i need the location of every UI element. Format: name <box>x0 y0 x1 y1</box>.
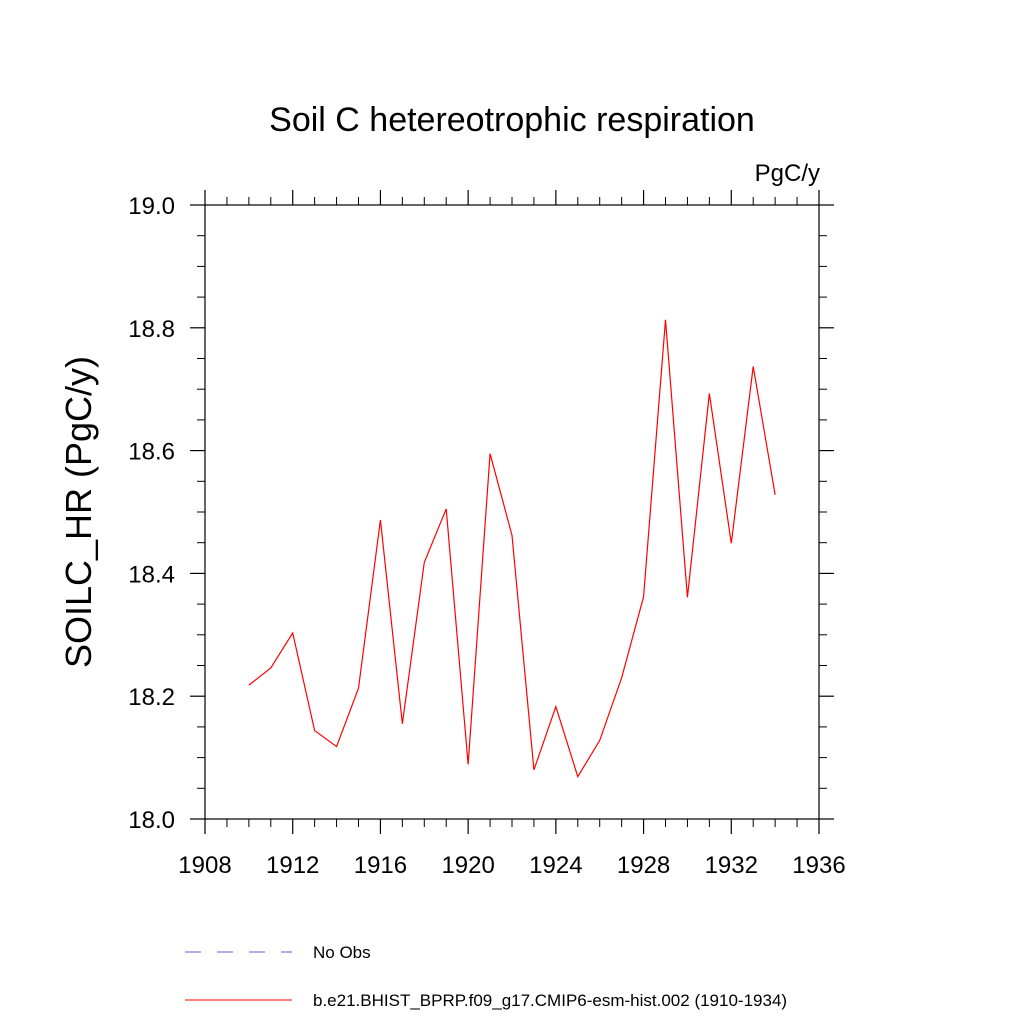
x-tick-label: 1908 <box>178 852 231 879</box>
legend: No Obs b.e21.BHIST_BPRP.f09_g17.CMIP6-esm… <box>185 943 787 1010</box>
y-tick-label: 18.4 <box>128 561 175 588</box>
legend-label: No Obs <box>313 943 371 962</box>
legend-item: b.e21.BHIST_BPRP.f09_g17.CMIP6-esm-hist.… <box>185 991 787 1010</box>
x-tick-label: 1924 <box>529 852 582 879</box>
units-label: PgC/y <box>755 160 820 187</box>
legend-label: b.e21.BHIST_BPRP.f09_g17.CMIP6-esm-hist.… <box>313 991 787 1010</box>
x-tick-label: 1932 <box>705 852 758 879</box>
x-tick-label: 1928 <box>617 852 670 879</box>
series-line <box>248 319 776 779</box>
y-tick-label: 19.0 <box>128 193 175 220</box>
y-tick-label: 18.6 <box>128 439 175 466</box>
y-tick-label: 18.2 <box>128 684 175 711</box>
x-tick-label: 1920 <box>441 852 494 879</box>
x-tick-label: 1912 <box>266 852 319 879</box>
y-tick-label: 18.0 <box>128 807 175 834</box>
y-tick-label: 18.8 <box>128 316 175 343</box>
series-layer <box>248 319 776 779</box>
chart-title: Soil C hetereotrophic respiration <box>269 101 755 139</box>
plot-frame <box>204 204 820 820</box>
x-tick-label: 1936 <box>792 852 845 879</box>
legend-item: No Obs <box>185 943 371 962</box>
x-tick-label: 1916 <box>354 852 407 879</box>
y-axis-label: SOILC_HR (PgC/y) <box>58 356 99 668</box>
axis-tick-labels: 1908 1912 1916 1920 1924 1928 1932 1936 18.0 18.2… <box>128 193 845 879</box>
axis-ticks <box>190 190 834 834</box>
